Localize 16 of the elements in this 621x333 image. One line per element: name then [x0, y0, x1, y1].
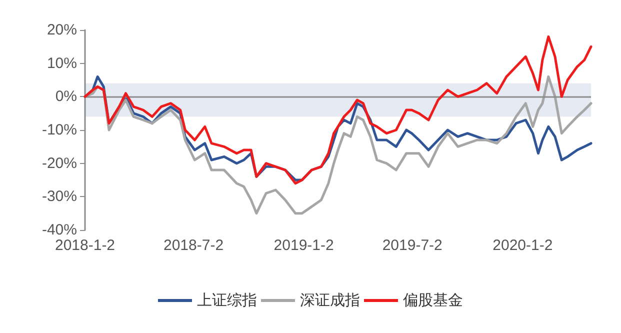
- x-tick-label: 2019-7-2: [382, 237, 442, 254]
- x-tick-label: 2020-1-2: [492, 237, 553, 254]
- y-tick-label: 20%: [46, 22, 77, 38]
- y-tick-label: -10%: [42, 122, 77, 138]
- line-series: [84, 35, 592, 185]
- x-tick-label: 2019-1-2: [274, 237, 334, 254]
- y-tick-label: 0%: [55, 88, 77, 106]
- x-tick-label: 2018-1-2: [54, 237, 116, 254]
- y-tick-label: -20%: [42, 154, 77, 172]
- legend-label: 上证综指: [197, 292, 257, 309]
- legend-label: 深证成指: [300, 292, 360, 309]
- y-tick-label: -30%: [42, 188, 77, 206]
- y-tick-label: 10%: [46, 54, 77, 72]
- x-tick-label: 2018-7-2: [163, 237, 224, 254]
- y-tick-label: -40%: [42, 222, 77, 238]
- legend-label: 偏股基金: [403, 292, 463, 309]
